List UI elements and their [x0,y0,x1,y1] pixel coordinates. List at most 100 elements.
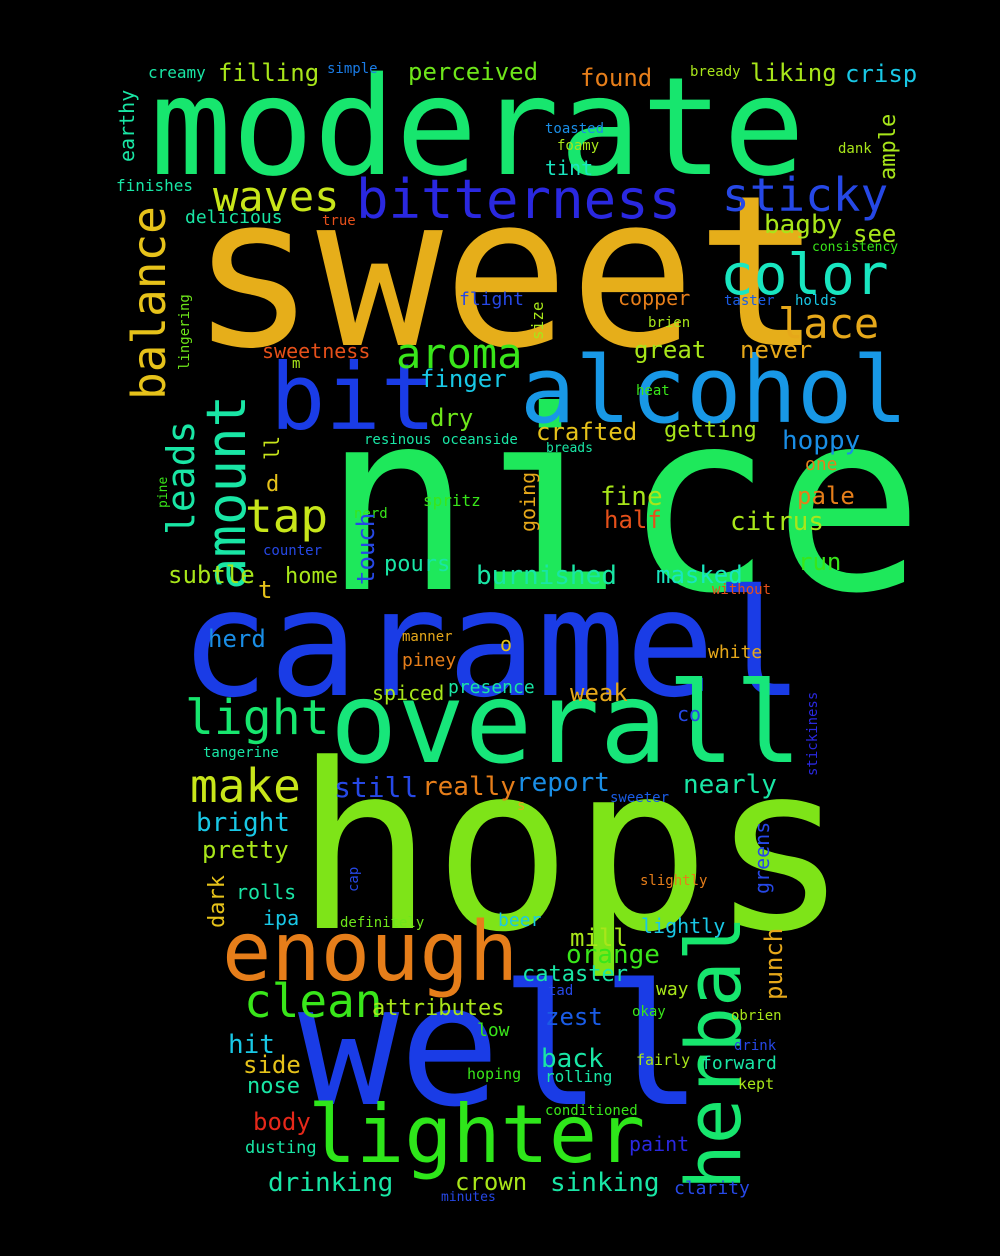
word: nearly [683,770,777,800]
word: crisp [845,60,918,88]
word: delicious [185,207,283,228]
word: spritz [423,491,481,510]
word: burnished [476,561,617,591]
word: heat [636,383,670,399]
word: way [656,979,689,1000]
word: cap [346,866,362,892]
word: still [334,771,419,804]
word: without [712,582,772,598]
word: lingering [177,294,193,370]
word: white [708,642,763,663]
word: found [580,64,653,92]
word: back [541,1044,604,1074]
word: breads [546,441,593,456]
word: moderate [150,49,806,207]
word: bright [196,808,290,838]
word: fairly [636,1051,691,1069]
word: m [292,356,301,372]
word: conditioned [545,1103,638,1119]
word: see [853,220,897,248]
word: foamy [557,138,600,154]
word: sweetness [262,339,371,363]
word: flight [459,289,525,310]
word: size [528,301,547,340]
word: manner [402,629,453,645]
word: s [517,798,526,814]
word: touch [352,512,380,585]
word: clean [244,974,383,1028]
word: dry [430,404,474,432]
word: sweet [190,150,823,395]
word: obrien [731,1008,782,1024]
word: never [740,336,813,364]
word: masked [656,561,743,589]
word: subtle [168,561,255,589]
word: true [322,213,356,229]
word: nose [247,1074,300,1099]
word: toasted [545,121,605,137]
word: definitely [340,915,425,931]
word: d [266,472,280,497]
word: co [677,702,702,726]
word: overall [330,659,803,789]
word: great [634,336,707,364]
word: perceived [408,58,539,86]
word: filling [218,59,320,87]
word: bit [270,344,437,451]
word: home [285,564,338,589]
word: minutes [441,1190,496,1205]
word: lace [778,299,880,348]
word: rolling [545,1067,613,1086]
word: nerd [354,506,388,522]
word: presence [448,677,535,698]
word: dank [838,141,872,157]
word: clarity [674,1178,750,1199]
word: dark [205,875,230,928]
word: getting [664,418,757,443]
word: counter [263,543,323,559]
word: one [805,454,838,475]
word: bready [690,64,741,80]
word: kept [738,1075,775,1093]
word: creamy [148,63,206,82]
word: taster [724,293,775,309]
word: ll [260,435,284,460]
word: oceanside [442,432,518,448]
word: tangerine [203,745,279,761]
word: body [253,1108,311,1136]
word: dusting [245,1138,317,1158]
word: mill [570,924,628,952]
word: herd [208,625,266,653]
word: slightly [640,873,708,889]
word: make [190,759,301,813]
word: low [477,1020,510,1041]
word: tad [548,983,574,999]
word: beer [498,910,542,931]
word: pretty [202,836,289,864]
word: hit [228,1030,275,1060]
word: caramel [180,558,804,730]
word: hops [295,716,849,983]
word: pours [384,552,451,577]
word: waves [213,172,340,221]
word: t [258,576,273,604]
word: resinous [364,432,432,448]
word: hoppy [782,426,861,456]
word: brien [648,315,691,331]
word: paint [629,1132,690,1156]
word: weak [570,679,628,707]
word: attributes [372,996,505,1021]
word: rolls [236,880,297,904]
word: color [720,243,889,308]
word: tint [545,156,594,180]
word: piney [402,650,457,671]
word: finishes [116,176,194,195]
word: bagby [764,210,843,240]
word: holds [795,293,838,309]
word: pale [797,482,855,510]
word: zest [545,1003,603,1031]
word: drinking [268,1168,394,1198]
word: lighter [308,1088,646,1181]
word: lightly [641,914,726,938]
word: copper [618,286,691,310]
